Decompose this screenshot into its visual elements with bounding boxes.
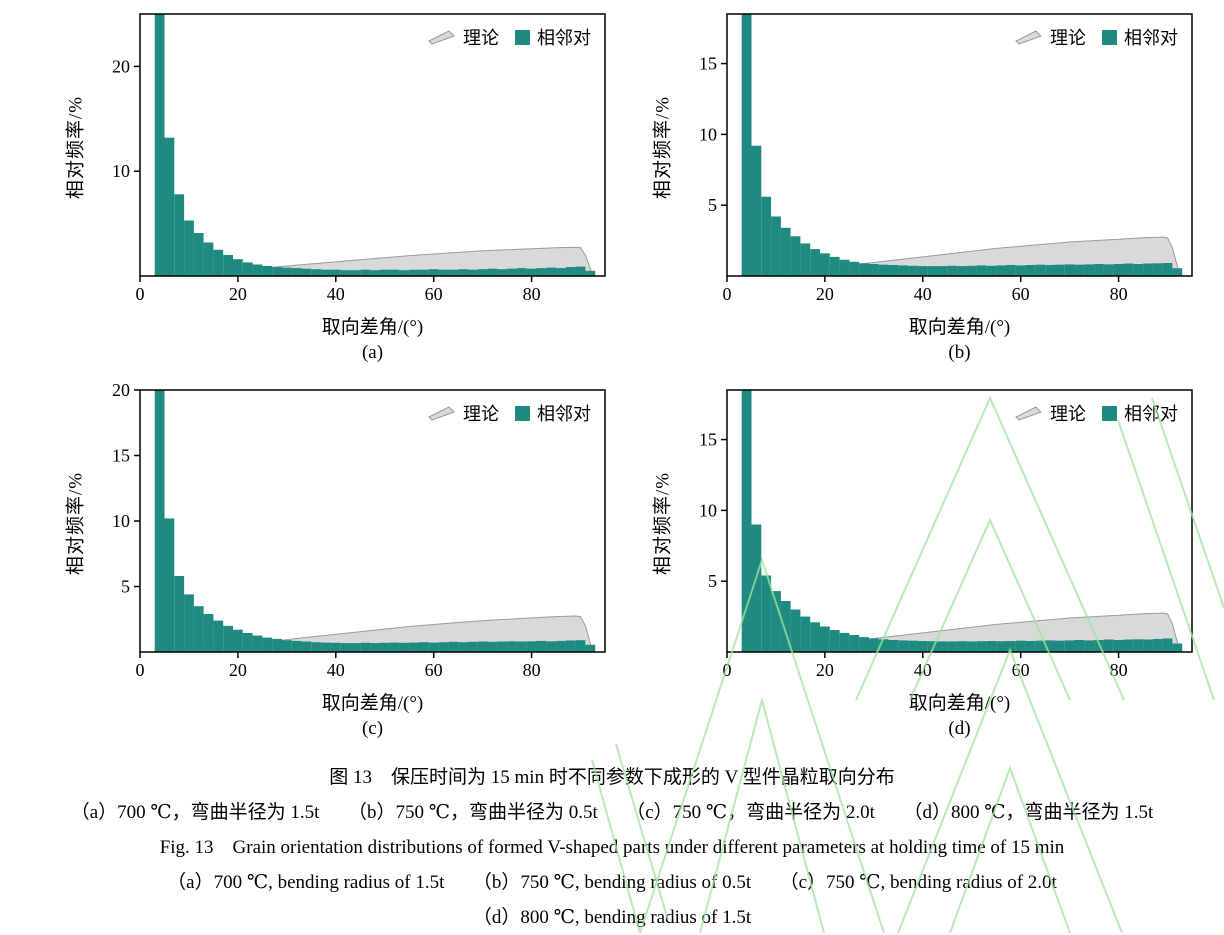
legend-theory-label: 理论 xyxy=(1050,28,1086,48)
legend-adjacent-label: 相邻对 xyxy=(537,404,591,424)
theory-legend-icon xyxy=(1015,406,1042,421)
charts-grid: 相对频率/% 0 20 40 60 80 10 20 理论 相邻对 取向差角/(°) (a)… xyxy=(52,8,1204,750)
subcaption-en-2: （d）800 ℃, bending radius of 1.5t xyxy=(472,907,752,928)
svg-text:10: 10 xyxy=(699,124,717,144)
theory-legend-icon xyxy=(428,30,455,45)
chart-b-plot: 0 20 40 60 80 5 10 15 xyxy=(699,13,1193,304)
caption-cn: 图 13 保压时间为 15 min 时不同参数下成形的 V 型件晶粒取向分布 xyxy=(329,767,895,788)
svg-text:10: 10 xyxy=(112,161,130,181)
svg-text:5: 5 xyxy=(708,571,717,591)
legend-item-adjacent: 相邻对 xyxy=(1102,400,1178,426)
chart-a-plot: 0 20 40 60 80 10 20 xyxy=(112,13,606,304)
svg-text:40: 40 xyxy=(914,284,932,304)
svg-text:20: 20 xyxy=(229,284,247,304)
x-axis-label: 取向差角/(°) xyxy=(908,693,1011,714)
theory-legend-icon xyxy=(1015,30,1042,45)
svg-text:20: 20 xyxy=(112,56,130,76)
x-axis-label: 取向差角/(°) xyxy=(321,693,424,714)
svg-text:40: 40 xyxy=(914,660,932,680)
subcaption-en-1: （a）700 ℃, bending radius of 1.5t （b）750 … xyxy=(167,872,1057,893)
legend-adjacent-label: 相邻对 xyxy=(537,28,591,48)
svg-text:60: 60 xyxy=(425,284,443,304)
svg-text:15: 15 xyxy=(699,430,717,450)
svg-text:10: 10 xyxy=(699,500,717,520)
svg-text:0: 0 xyxy=(136,660,145,680)
svg-text:10: 10 xyxy=(112,511,130,531)
svg-text:0: 0 xyxy=(136,284,145,304)
adjacent-legend-icon xyxy=(1102,29,1117,45)
adjacent-legend-icon xyxy=(1102,405,1117,421)
legend: 理论 相邻对 xyxy=(1015,24,1178,50)
svg-text:20: 20 xyxy=(112,384,130,400)
svg-text:60: 60 xyxy=(425,660,443,680)
svg-text:5: 5 xyxy=(708,195,717,215)
svg-text:15: 15 xyxy=(112,446,130,466)
legend-item-adjacent: 相邻对 xyxy=(515,400,591,426)
chart-c-plot: 0 20 40 60 80 5 10 15 20 xyxy=(112,384,606,680)
x-axis-label: 取向差角/(°) xyxy=(321,317,424,338)
svg-text:80: 80 xyxy=(1110,660,1128,680)
figure-captions: 图 13 保压时间为 15 min 时不同参数下成形的 V 型件晶粒取向分布 （… xyxy=(0,760,1224,935)
legend-item-theory: 理论 xyxy=(1015,24,1086,50)
legend-item-adjacent: 相邻对 xyxy=(515,24,591,50)
legend-theory-label: 理论 xyxy=(463,404,499,424)
legend-item-theory: 理论 xyxy=(428,24,499,50)
svg-text:15: 15 xyxy=(699,54,717,74)
svg-text:5: 5 xyxy=(121,577,130,597)
svg-text:20: 20 xyxy=(229,660,247,680)
legend: 理论 相邻对 xyxy=(1015,400,1178,426)
svg-text:0: 0 xyxy=(723,660,732,680)
subfigure-label: (d) xyxy=(948,718,971,739)
chart-c: 相对频率/% 0 20 40 60 80 5 10 15 20 理论 相邻对 取向差角/(°) … xyxy=(52,384,617,750)
legend-adjacent-label: 相邻对 xyxy=(1124,404,1178,424)
subfigure-label: (b) xyxy=(948,342,971,363)
svg-text:80: 80 xyxy=(523,660,541,680)
subfigure-label: (c) xyxy=(361,718,384,739)
legend-item-theory: 理论 xyxy=(428,400,499,426)
svg-text:80: 80 xyxy=(523,284,541,304)
svg-text:60: 60 xyxy=(1012,284,1030,304)
legend-item-adjacent: 相邻对 xyxy=(1102,24,1178,50)
chart-d: 相对频率/% 0 20 40 60 80 5 10 15 理论 相邻对 取向差角/(°) (d… xyxy=(639,384,1204,750)
legend-item-theory: 理论 xyxy=(1015,400,1086,426)
caption-en: Fig. 13 Grain orientation distributions … xyxy=(159,837,1065,858)
theory-legend-icon xyxy=(428,406,455,421)
svg-text:60: 60 xyxy=(1012,660,1030,680)
x-axis-label: 取向差角/(°) xyxy=(908,317,1011,338)
svg-text:80: 80 xyxy=(1110,284,1128,304)
chart-b: 相对频率/% 0 20 40 60 80 5 10 15 理论 相邻对 取向差角/(°) (b… xyxy=(639,8,1204,374)
subcaption-cn: （a）700 ℃，弯曲半径为 1.5t （b）750 ℃，弯曲半径为 0.5t … xyxy=(70,802,1154,823)
svg-text:20: 20 xyxy=(816,284,834,304)
chart-d-plot: 0 20 40 60 80 5 10 15 xyxy=(699,389,1193,680)
svg-text:40: 40 xyxy=(327,660,345,680)
svg-text:40: 40 xyxy=(327,284,345,304)
svg-text:20: 20 xyxy=(816,660,834,680)
legend-theory-label: 理论 xyxy=(1050,404,1086,424)
subfigure-label: (a) xyxy=(361,342,384,363)
legend-theory-label: 理论 xyxy=(463,28,499,48)
chart-a: 相对频率/% 0 20 40 60 80 10 20 理论 相邻对 取向差角/(°) (a) xyxy=(52,8,617,374)
adjacent-legend-icon xyxy=(515,29,530,45)
legend: 理论 相邻对 xyxy=(428,400,591,426)
svg-text:0: 0 xyxy=(723,284,732,304)
adjacent-legend-icon xyxy=(515,405,530,421)
legend-adjacent-label: 相邻对 xyxy=(1124,28,1178,48)
legend: 理论 相邻对 xyxy=(428,24,591,50)
